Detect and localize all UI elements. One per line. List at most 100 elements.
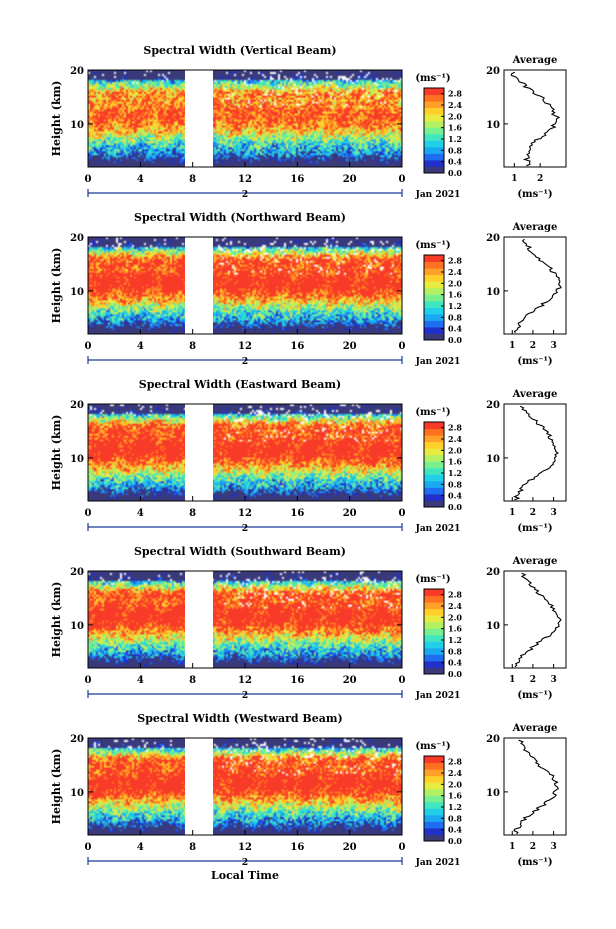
- avg-y-tick-label: 20: [486, 233, 500, 244]
- colorbar-swatch: [424, 140, 444, 148]
- avg-x-tick-label: 3: [550, 341, 556, 351]
- data-gap: [185, 571, 213, 668]
- avg-x-tick-label: 1: [509, 508, 515, 518]
- colorbar-swatch: [424, 821, 444, 829]
- day-label: 2: [242, 524, 248, 534]
- avg-x-axis-label: (ms⁻¹): [517, 690, 552, 701]
- y-axis-label: Height (km): [50, 81, 63, 157]
- colorbar-units: (ms⁻¹): [415, 407, 450, 418]
- x-tick-label: 0: [85, 341, 92, 352]
- average-frame: [503, 403, 567, 502]
- colorbar-swatch: [424, 287, 444, 295]
- average-frame: [503, 570, 567, 669]
- x-tick-label: 12: [238, 842, 252, 853]
- colorbar-tick-label: 0.0: [448, 335, 462, 345]
- colorbar-tick-label: 1.2: [448, 134, 462, 144]
- heatmap-image: [88, 571, 402, 668]
- colorbar-tick-label: 1.6: [448, 791, 462, 801]
- avg-y-tick-label: 20: [486, 66, 500, 77]
- chart-panel-2: Spectral Width (Northward Beam)2010Heigh…: [50, 211, 567, 367]
- colorbar-swatch: [424, 827, 444, 835]
- x-tick-label: 16: [290, 341, 304, 352]
- x-tick-label: 4: [137, 341, 144, 352]
- colorbar-swatch: [424, 589, 444, 597]
- date-label: Jan 2021: [415, 357, 461, 367]
- colorbar-swatch: [424, 313, 444, 321]
- day-label: 2: [242, 691, 248, 701]
- colorbar-swatch: [424, 133, 444, 141]
- heatmap-image: [88, 738, 402, 835]
- colorbar-swatch: [424, 159, 444, 167]
- colorbar-swatch: [424, 274, 444, 282]
- x-tick-label: 20: [343, 675, 357, 686]
- colorbar-tick-label: 0.8: [448, 312, 462, 322]
- avg-y-tick-label: 10: [486, 621, 500, 632]
- data-gap: [185, 404, 213, 501]
- y-tick-label: 10: [70, 287, 84, 298]
- colorbar-swatch: [424, 294, 444, 302]
- colorbar-tick-label: 2.0: [448, 111, 462, 121]
- colorbar-tick-label: 0.8: [448, 813, 462, 823]
- colorbar-tick-label: 1.2: [448, 301, 462, 311]
- panel-title: Spectral Width (Southward Beam): [134, 545, 346, 558]
- average-title: Average: [512, 723, 558, 734]
- colorbar-tick-label: 0.4: [448, 825, 462, 835]
- colorbar-swatch: [424, 146, 444, 154]
- colorbar-tick-label: 0.8: [448, 479, 462, 489]
- avg-x-tick-label: 2: [537, 174, 543, 184]
- avg-x-axis-label: (ms⁻¹): [517, 857, 552, 868]
- colorbar-swatch: [424, 615, 444, 623]
- avg-y-tick-label: 10: [486, 454, 500, 465]
- colorbar-units: (ms⁻¹): [415, 574, 450, 585]
- x-tick-label: 0: [399, 174, 406, 185]
- x-tick-label: 12: [238, 174, 252, 185]
- avg-y-tick-label: 20: [486, 567, 500, 578]
- x-axis-label: Local Time: [211, 869, 279, 882]
- average-profile-line: [514, 572, 562, 668]
- colorbar-frame: [423, 588, 445, 675]
- colorbar-swatch: [424, 634, 444, 642]
- x-tick-label: 20: [343, 174, 357, 185]
- y-tick-label: 20: [70, 66, 84, 77]
- colorbar-swatch: [424, 474, 444, 482]
- colorbar-swatch: [424, 500, 444, 508]
- colorbar-swatch: [424, 441, 444, 449]
- colorbar-swatch: [424, 107, 444, 115]
- colorbar-swatch: [424, 608, 444, 616]
- y-axis-label: Height (km): [50, 415, 63, 491]
- x-tick-label: 16: [290, 675, 304, 686]
- colorbar-tick-label: 1.2: [448, 468, 462, 478]
- colorbar-tick-label: 1.6: [448, 290, 462, 300]
- colorbar-swatch: [424, 422, 444, 430]
- day-label: 2: [242, 357, 248, 367]
- average-frame: [503, 737, 567, 836]
- y-axis-label: Height (km): [50, 248, 63, 324]
- colorbar-tick-label: 1.6: [448, 457, 462, 467]
- colorbar-swatch: [424, 120, 444, 128]
- colorbar-frame: [423, 254, 445, 341]
- x-tick-label: 0: [85, 842, 92, 853]
- average-profile-line: [510, 71, 561, 167]
- panel-title: Spectral Width (Westward Beam): [137, 712, 342, 725]
- avg-x-tick-label: 1: [509, 341, 515, 351]
- avg-x-tick-label: 2: [530, 675, 536, 685]
- colorbar-swatch: [424, 795, 444, 803]
- panel-title: Spectral Width (Eastward Beam): [139, 378, 341, 391]
- colorbar-swatch: [424, 435, 444, 443]
- x-tick-label: 8: [189, 174, 196, 185]
- average-frame: [503, 69, 567, 168]
- x-tick-label: 12: [238, 341, 252, 352]
- x-tick-label: 12: [238, 675, 252, 686]
- data-gap: [185, 237, 213, 334]
- chart-panel-1: Spectral Width (Vertical Beam)2010Height…: [50, 44, 567, 200]
- colorbar-tick-label: 2.0: [448, 779, 462, 789]
- avg-x-tick-label: 3: [550, 508, 556, 518]
- colorbar-units: (ms⁻¹): [415, 741, 450, 752]
- panel-title: Spectral Width (Northward Beam): [134, 211, 346, 224]
- x-tick-label: 12: [238, 508, 252, 519]
- colorbar-tick-label: 2.8: [448, 89, 462, 99]
- colorbar-tick-label: 1.6: [448, 624, 462, 634]
- data-gap: [185, 738, 213, 835]
- y-tick-label: 20: [70, 734, 84, 745]
- x-tick-label: 8: [189, 341, 196, 352]
